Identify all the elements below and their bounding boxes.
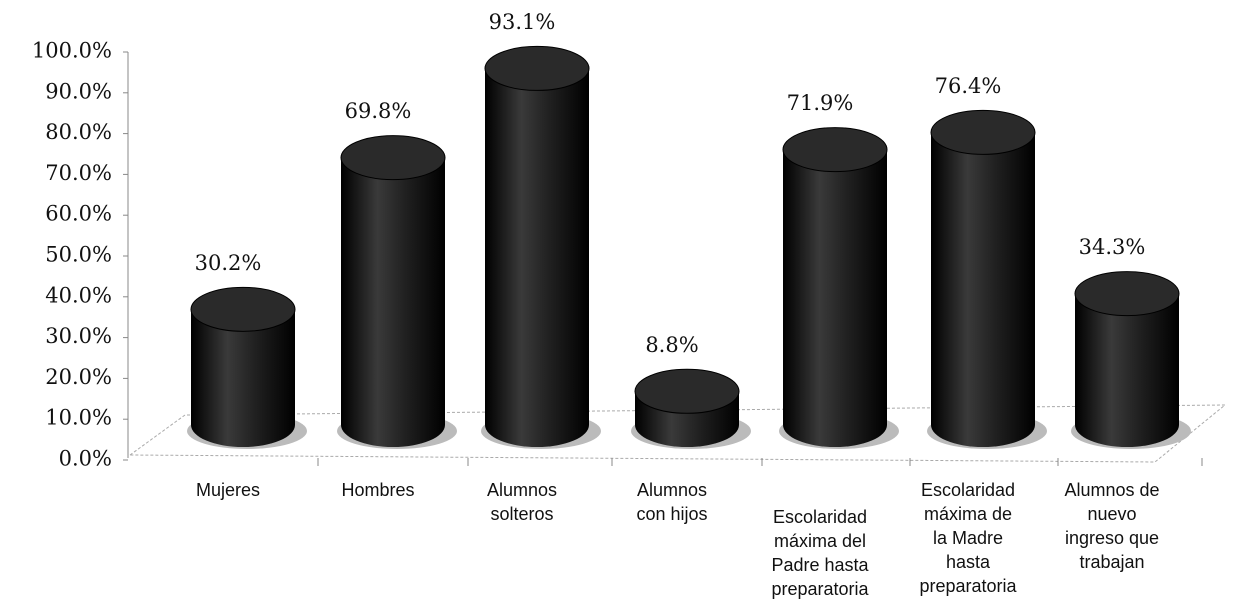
value-label: 30.2% [195, 251, 262, 275]
x-tick-label: Mujeres [195, 480, 261, 500]
value-label: 76.4% [935, 74, 1002, 98]
bar-top [190, 286, 296, 332]
floor [128, 404, 1227, 463]
y-tick-label: 0.0% [59, 447, 112, 471]
x-tick-label: Escolaridad máxima del Padre hasta prepa… [771, 507, 869, 599]
y-tick-label: 60.0% [45, 202, 112, 226]
bar-top [782, 127, 888, 173]
y-tick-label: 100.0% [32, 39, 112, 63]
y-tick-label: 80.0% [45, 120, 112, 144]
y-tick-label: 30.0% [45, 324, 112, 348]
value-label: 69.8% [345, 99, 412, 123]
y-tick-label: 90.0% [45, 79, 112, 103]
x-tick-label: Escolaridad máxima de la Madre hasta pre… [919, 480, 1017, 596]
bar [485, 68, 589, 447]
bar [1075, 293, 1179, 447]
value-label: 71.9% [787, 91, 854, 115]
x-tick-label: Alumnos de nuevo ingreso que trabajan [1064, 480, 1160, 572]
bar-top [340, 135, 446, 181]
bar [783, 149, 887, 448]
bar-top [634, 368, 740, 414]
x-tick-label: Alumnos solteros [486, 480, 558, 524]
y-tick-label: 50.0% [45, 243, 112, 267]
value-label: 8.8% [645, 333, 698, 357]
y-tick-label: 20.0% [45, 365, 112, 389]
bar-top [484, 45, 590, 91]
y-tick-label: 10.0% [45, 406, 112, 430]
value-label: 34.3% [1079, 235, 1146, 259]
x-tick-label: Alumnos con hijos [636, 480, 708, 524]
bar [341, 157, 445, 447]
y-tick-label: 40.0% [45, 283, 112, 307]
x-tick-label: Hombres [341, 480, 415, 500]
bar-top [930, 109, 1036, 155]
bar [191, 309, 295, 447]
bar [931, 132, 1035, 447]
value-label: 93.1% [489, 10, 556, 34]
bar-top [1074, 271, 1180, 317]
y-tick-label: 70.0% [45, 161, 112, 185]
